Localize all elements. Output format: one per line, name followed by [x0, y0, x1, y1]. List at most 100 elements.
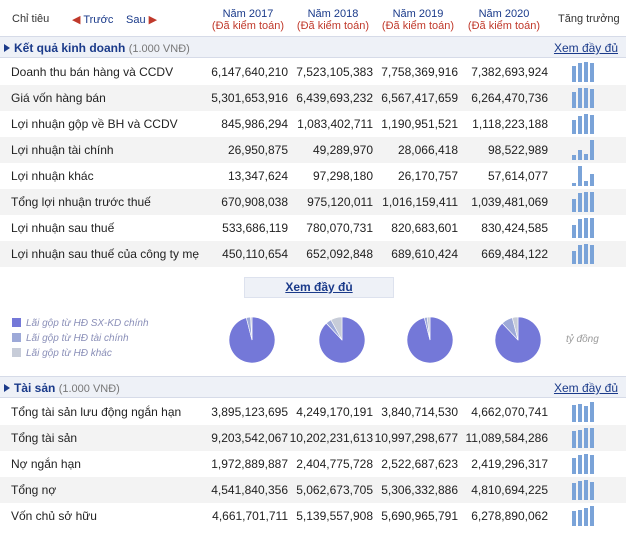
- row-value: 6,278,890,062: [471, 509, 548, 523]
- row-value: 1,190,951,521: [381, 117, 458, 131]
- growth-label: Tăng trưởng: [558, 13, 620, 25]
- view-full-button[interactable]: Xem đầy đủ: [244, 277, 394, 298]
- table-row: Giá vốn hàng bán 5,301,653,916 6,439,693,2…: [0, 85, 626, 111]
- row-label: Lợi nhuận tài chính: [11, 143, 114, 157]
- growth-bar: [572, 66, 576, 82]
- growth-bar: [578, 219, 582, 238]
- table-row: Tổng lợi nhuận trước thuế 670,908,038 975,…: [0, 189, 626, 215]
- year-header-2017: Năm 2017 (Đã kiểm toán): [211, 8, 285, 32]
- section-arrow-icon: [4, 384, 10, 392]
- growth-bar-chart-icon[interactable]: [572, 428, 596, 448]
- row-value: 830,424,585: [481, 221, 548, 235]
- legend-label: Lãi gộp từ HĐ khác: [26, 348, 112, 359]
- row-label: Vốn chủ sở hữu: [11, 509, 97, 523]
- growth-bar-chart-icon[interactable]: [572, 506, 596, 526]
- row-value: 26,950,875: [227, 143, 288, 157]
- row-value: 6,264,470,736: [471, 91, 548, 105]
- growth-bar-chart-icon[interactable]: [572, 114, 596, 134]
- section-title: Tài sản (1.000 VNĐ): [14, 381, 120, 395]
- row-value: 4,661,701,711: [212, 509, 288, 523]
- growth-bar-chart-icon[interactable]: [572, 480, 596, 500]
- row-value: 6,567,417,659: [381, 91, 458, 105]
- growth-bar-chart-icon[interactable]: [572, 62, 596, 82]
- growth-bar-chart-icon[interactable]: [572, 244, 596, 264]
- growth-bar: [590, 402, 594, 422]
- growth-bar: [578, 88, 582, 108]
- assets-view-full-link[interactable]: Xem đầy đủ: [553, 381, 618, 395]
- growth-bar: [584, 428, 588, 448]
- row-label: Tổng nợ: [11, 483, 57, 497]
- row-value: 9,203,542,067: [211, 431, 288, 445]
- growth-bar-chart-icon[interactable]: [572, 454, 596, 474]
- section-title: Kết quả kinh doanh (1.000 VNĐ): [14, 41, 190, 55]
- row-value: 975,120,011: [307, 195, 373, 209]
- growth-bar: [572, 431, 576, 448]
- row-value: 5,139,557,908: [296, 509, 373, 523]
- growth-bar-chart-icon[interactable]: [572, 166, 596, 186]
- growth-bar: [590, 506, 594, 526]
- row-value: 5,690,965,791: [381, 509, 458, 523]
- table-row: Lợi nhuận gộp về BH và CCDV 845,986,294 1,…: [0, 111, 626, 137]
- growth-bar: [578, 455, 582, 474]
- growth-bar: [572, 199, 576, 212]
- growth-bar: [590, 89, 594, 108]
- table-row: Tổng tài sản lưu động ngắn hạn 3,895,123,…: [0, 399, 626, 425]
- row-value: 13,347,624: [227, 169, 288, 183]
- business-view-full-link[interactable]: Xem đầy đủ: [553, 41, 618, 55]
- prev-button[interactable]: ◀ Trước: [72, 14, 114, 26]
- growth-bar: [584, 244, 588, 264]
- growth-bar: [572, 92, 576, 108]
- table-row: Lợi nhuận sau thuế 533,686,119 780,070,731…: [0, 215, 626, 241]
- row-value: 1,016,159,411: [382, 195, 458, 209]
- growth-bar-chart-icon[interactable]: [572, 402, 596, 422]
- growth-bar-chart-icon[interactable]: [572, 192, 596, 212]
- growth-bar: [578, 404, 582, 422]
- growth-bar: [572, 511, 576, 526]
- growth-bar: [572, 251, 576, 264]
- growth-bar: [590, 245, 594, 264]
- legend-swatch: [12, 318, 21, 327]
- row-value: 28,066,418: [397, 143, 458, 157]
- legend-item: Lãi gộp từ HĐ khác: [12, 348, 112, 359]
- growth-bar: [590, 174, 594, 186]
- growth-bar: [584, 114, 588, 134]
- table-row: Lợi nhuận tài chính 26,950,875 49,289,970 2…: [0, 137, 626, 163]
- growth-bar-chart-icon[interactable]: [572, 140, 596, 160]
- row-value: 1,039,481,069: [471, 195, 548, 209]
- growth-bar: [584, 480, 588, 500]
- legend-label: Lãi gộp từ HĐ tài chính: [26, 333, 129, 344]
- growth-bar: [578, 150, 582, 160]
- growth-bar: [584, 88, 588, 108]
- table-row: Lợi nhuận sau thuế của công ty mẹ 450,110…: [0, 241, 626, 267]
- growth-bar: [578, 510, 582, 526]
- table-row: Tổng nợ 4,541,840,356 5,062,673,705 5,306,3…: [0, 477, 626, 503]
- row-value: 820,683,601: [391, 221, 458, 235]
- row-value: 7,758,369,916: [381, 65, 458, 79]
- row-value: 2,419,296,317: [471, 457, 548, 471]
- row-value: 57,614,077: [487, 169, 548, 183]
- row-value: 98,522,989: [487, 143, 548, 157]
- growth-bar: [578, 116, 582, 134]
- row-value: 11,089,584,286: [465, 431, 548, 445]
- row-value: 2,522,687,623: [381, 457, 458, 471]
- pie-slice: [426, 316, 431, 341]
- legend-item: Lãi gộp từ HĐ SX-KD chính: [12, 318, 149, 329]
- growth-bar-chart-icon[interactable]: [572, 88, 596, 108]
- assets-section: Tài sản (1.000 VNĐ) Xem đầy đủ: [0, 376, 626, 398]
- growth-bar: [584, 192, 588, 212]
- growth-bar: [584, 508, 588, 526]
- year-header-2018: Năm 2018 (Đã kiểm toán): [296, 8, 370, 32]
- row-value: 4,810,694,225: [471, 483, 548, 497]
- table-row: Nợ ngắn hạn 1,972,889,887 2,404,775,728 2,5…: [0, 451, 626, 477]
- row-label: Tổng tài sản: [11, 431, 78, 445]
- next-button[interactable]: Sau ▶: [126, 14, 158, 26]
- growth-bar-chart-icon[interactable]: [572, 218, 596, 238]
- row-value: 1,972,889,887: [211, 457, 288, 471]
- row-value: 7,382,693,924: [471, 65, 548, 79]
- growth-bar: [590, 455, 594, 474]
- growth-bar: [578, 481, 582, 500]
- growth-bar: [590, 482, 594, 500]
- triangle-right-icon: ▶: [148, 14, 158, 26]
- table-row: Lợi nhuận khác 13,347,624 97,298,180 26,170…: [0, 163, 626, 189]
- row-value: 4,249,170,191: [296, 405, 373, 419]
